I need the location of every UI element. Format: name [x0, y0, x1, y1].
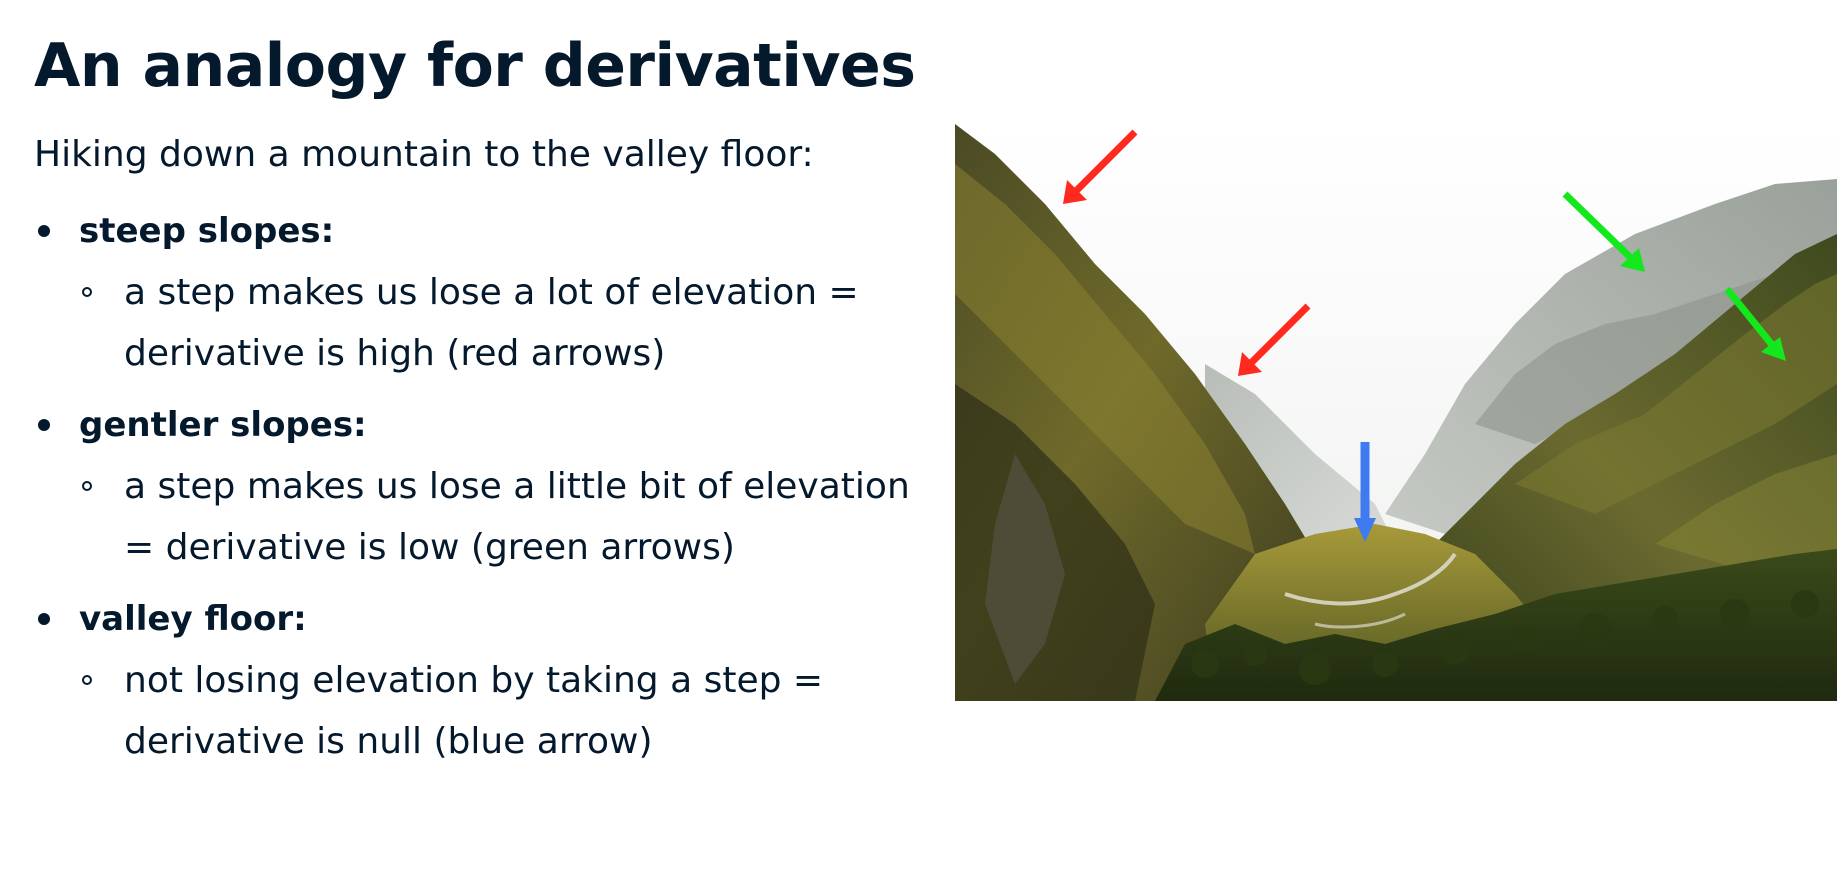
sub-item-text: not losing elevation by taking a step = … — [79, 650, 924, 772]
intro-text: Hiking down a mountain to the valley flo… — [34, 134, 814, 175]
blue-arrow-icon — [1354, 442, 1376, 542]
bullet-item-gentler-slopes: gentler slopes: a step makes us lose a l… — [34, 398, 914, 578]
bullet-item-valley-floor: valley floor: not losing elevation by ta… — [34, 592, 914, 772]
valley-photo — [955, 124, 1837, 701]
green-arrow-icon — [1562, 191, 1645, 272]
slide-body: Hiking down a mountain to the valley flo… — [34, 130, 914, 786]
slide-title: An analogy for derivatives — [34, 31, 916, 101]
red-arrow-icon — [1238, 303, 1311, 376]
bullet-item-steep-slopes: steep slopes: a step makes us lose a lot… — [34, 204, 914, 384]
bullet-heading: gentler slopes: — [79, 405, 367, 445]
sub-list: a step makes us lose a lot of elevation … — [79, 262, 914, 384]
bullet-heading: steep slopes: — [79, 211, 335, 251]
bullet-heading: valley floor: — [79, 599, 307, 639]
sub-list: a step makes us lose a little bit of ele… — [79, 456, 914, 578]
red-arrow-icon — [1063, 129, 1138, 204]
sub-item-text: a step makes us lose a lot of elevation … — [79, 262, 924, 384]
green-arrow-icon — [1724, 286, 1786, 361]
sub-list: not losing elevation by taking a step = … — [79, 650, 914, 772]
valley-photo-illustration — [955, 124, 1837, 701]
bullet-list: steep slopes: a step makes us lose a lot… — [34, 204, 914, 772]
sub-item-text: a step makes us lose a little bit of ele… — [79, 456, 924, 578]
